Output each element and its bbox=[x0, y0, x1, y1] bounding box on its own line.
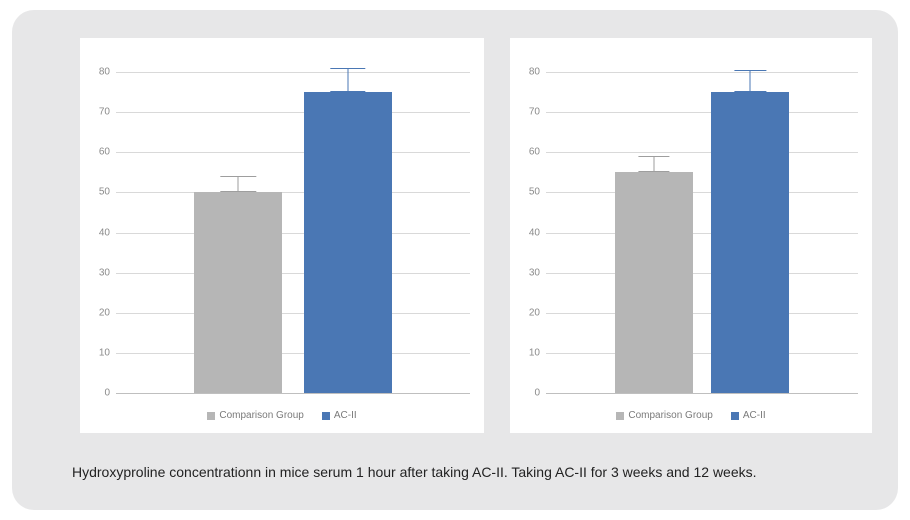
gridline bbox=[116, 192, 470, 193]
legend-swatch bbox=[207, 412, 215, 420]
legend-swatch bbox=[616, 412, 624, 420]
legend-label: Comparison Group bbox=[628, 410, 712, 421]
figure-caption: Hydroxyproline concentrationn in mice se… bbox=[72, 464, 757, 480]
bar-ac-ii bbox=[304, 92, 393, 393]
bar-ac-ii bbox=[711, 92, 789, 393]
gridline bbox=[546, 72, 858, 73]
legend-label: Comparison Group bbox=[219, 410, 303, 421]
y-tick-label: 20 bbox=[99, 307, 110, 318]
y-tick-label: 40 bbox=[99, 227, 110, 238]
y-tick-label: 0 bbox=[104, 388, 110, 399]
y-tick-label: 20 bbox=[529, 307, 540, 318]
bar-comparison bbox=[615, 172, 693, 393]
legend-item: Comparison Group bbox=[207, 410, 303, 421]
legend-label: AC-II bbox=[743, 410, 766, 421]
y-tick-label: 70 bbox=[99, 107, 110, 118]
gridline bbox=[546, 273, 858, 274]
y-tick-label: 60 bbox=[529, 147, 540, 158]
gridline bbox=[546, 393, 858, 394]
gridline bbox=[116, 112, 470, 113]
y-tick-label: 50 bbox=[529, 187, 540, 198]
gridline bbox=[116, 152, 470, 153]
y-tick-label: 50 bbox=[99, 187, 110, 198]
gridline bbox=[546, 313, 858, 314]
error-bar-ac-ii bbox=[711, 70, 789, 92]
legend-item: Comparison Group bbox=[616, 410, 712, 421]
gridline bbox=[116, 313, 470, 314]
gridline bbox=[546, 353, 858, 354]
y-tick-label: 10 bbox=[99, 347, 110, 358]
chart-left: 01020304050607080 Comparison GroupAC-II bbox=[80, 38, 484, 433]
gridline bbox=[116, 353, 470, 354]
gridline bbox=[116, 233, 470, 234]
chart-left-legend: Comparison Group AC-II bbox=[80, 410, 484, 421]
legend-item: AC-II bbox=[731, 410, 766, 421]
y-tick-label: 30 bbox=[99, 267, 110, 278]
y-tick-label: 30 bbox=[529, 267, 540, 278]
error-bar-comparison bbox=[615, 156, 693, 172]
gridline bbox=[116, 273, 470, 274]
y-tick-label: 70 bbox=[529, 107, 540, 118]
y-tick-label: 80 bbox=[529, 67, 540, 78]
chart-right: 01020304050607080 Comparison GroupAC-II bbox=[510, 38, 872, 433]
chart-left-plot: 01020304050607080 bbox=[116, 56, 470, 393]
y-tick-label: 10 bbox=[529, 347, 540, 358]
legend-swatch bbox=[322, 412, 330, 420]
legend-label: AC-II bbox=[334, 410, 357, 421]
y-tick-label: 80 bbox=[99, 67, 110, 78]
gridline bbox=[546, 192, 858, 193]
legend-swatch bbox=[731, 412, 739, 420]
y-tick-label: 0 bbox=[534, 388, 540, 399]
gridline bbox=[116, 72, 470, 73]
legend-item: AC-II bbox=[322, 410, 357, 421]
gridline bbox=[546, 233, 858, 234]
gridline bbox=[546, 152, 858, 153]
chart-right-legend: Comparison Group AC-II bbox=[510, 410, 872, 421]
y-tick-label: 60 bbox=[99, 147, 110, 158]
gridline bbox=[116, 393, 470, 394]
bar-comparison bbox=[194, 192, 283, 393]
chart-right-plot: 01020304050607080 bbox=[546, 56, 858, 393]
figure-panel: Hydroxyproline Concentration(μm/ml) 0102… bbox=[12, 10, 898, 510]
error-bar-comparison bbox=[194, 176, 283, 192]
error-bar-ac-ii bbox=[304, 68, 393, 92]
y-tick-label: 40 bbox=[529, 227, 540, 238]
gridline bbox=[546, 112, 858, 113]
